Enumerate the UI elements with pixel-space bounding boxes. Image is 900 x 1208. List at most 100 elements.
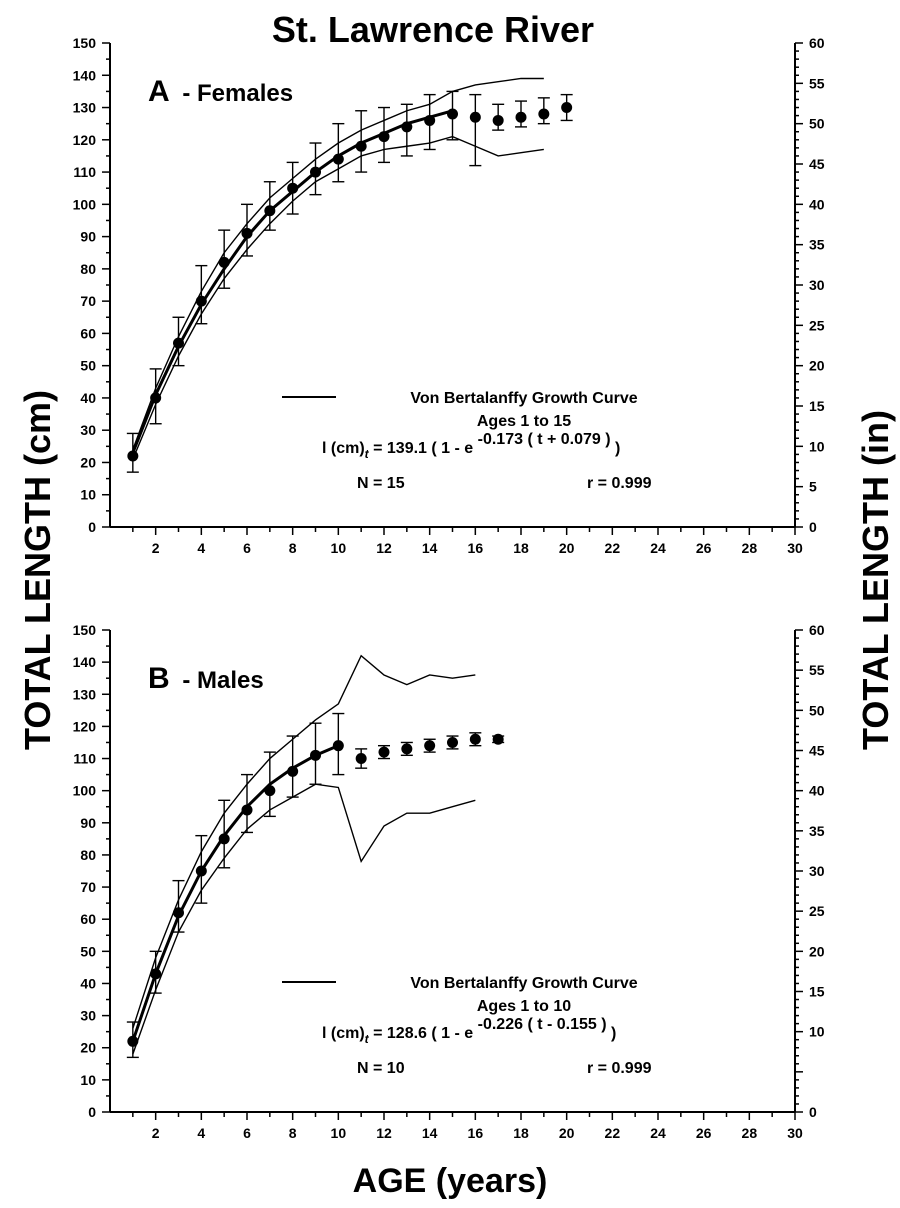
x-tick-label: 8 xyxy=(289,1125,297,1141)
y-tick-label-right: 0 xyxy=(809,1104,817,1120)
data-point xyxy=(264,205,276,217)
panel-name: - Females xyxy=(176,80,293,107)
y-tick-label-right: 35 xyxy=(809,237,825,253)
x-tick-label: 26 xyxy=(696,540,712,556)
y-tick-label-right: 20 xyxy=(809,358,825,374)
data-point xyxy=(150,392,162,404)
equation-body: = 128.6 ( 1 - e xyxy=(369,1025,474,1042)
x-tick-label: 28 xyxy=(742,1125,758,1141)
y-tick-label-right: 45 xyxy=(809,743,825,759)
y-tick-label-right: 25 xyxy=(809,903,825,919)
x-tick-label: 2 xyxy=(152,540,160,556)
y-axis-label-right: TOTAL LENGTH (in) xyxy=(855,410,896,750)
y-tick-label-right: 0 xyxy=(809,519,817,535)
y-tick-label-left: 80 xyxy=(80,261,96,277)
equation-body: = 139.1 ( 1 - e xyxy=(369,440,474,457)
y-tick-label-left: 150 xyxy=(73,35,97,51)
x-tick-label: 16 xyxy=(468,540,484,556)
equation-subscript: t xyxy=(365,1032,370,1046)
data-point xyxy=(355,140,367,152)
x-tick-label: 4 xyxy=(197,540,205,556)
y-tick-label-left: 10 xyxy=(80,487,96,503)
data-point xyxy=(378,131,390,143)
data-point xyxy=(241,804,253,816)
data-point xyxy=(150,968,162,980)
y-tick-label-right: 40 xyxy=(809,196,825,212)
y-tick-label-left: 70 xyxy=(80,293,96,309)
y-tick-label-left: 40 xyxy=(80,390,96,406)
data-point xyxy=(332,153,344,165)
legend-entry: Von Bertalanffy Growth Curve xyxy=(410,390,637,407)
y-tick-label-right: 30 xyxy=(809,863,825,879)
y-tick-label-left: 30 xyxy=(80,422,96,438)
data-point xyxy=(355,753,367,765)
data-point xyxy=(424,740,436,752)
y-tick-label-left: 30 xyxy=(80,1008,96,1024)
x-tick-label: 2 xyxy=(152,1125,160,1141)
y-tick-label-right: 40 xyxy=(809,783,825,799)
growth-equation: l (cm)t = 139.1 ( 1 - e -0.173 ( t + 0.0… xyxy=(322,431,620,461)
y-axis-label-left: TOTAL LENGTH (cm) xyxy=(17,390,58,750)
data-point xyxy=(492,733,504,745)
x-tick-label: 28 xyxy=(742,540,758,556)
data-point xyxy=(218,833,230,845)
y-tick-label-right: 10 xyxy=(809,1024,825,1040)
y-tick-label-left: 110 xyxy=(73,164,96,180)
y-tick-label-right: 55 xyxy=(809,662,825,678)
lower-bound-curve xyxy=(132,135,544,460)
x-tick-label: 22 xyxy=(605,1125,621,1141)
y-tick-label-left: 80 xyxy=(80,847,96,863)
x-tick-label: 10 xyxy=(331,540,347,556)
x-tick-label: 18 xyxy=(513,540,529,556)
y-tick-label-left: 140 xyxy=(73,654,97,670)
y-tick-label-right: 15 xyxy=(809,398,825,414)
data-point xyxy=(127,1035,139,1047)
x-tick-label: 6 xyxy=(243,540,251,556)
y-tick-label-right: 5 xyxy=(809,479,817,495)
panel-label: B - Males xyxy=(148,662,264,695)
data-point xyxy=(447,736,458,748)
y-tick-label-left: 50 xyxy=(80,358,96,374)
data-point xyxy=(378,746,390,758)
legend-ages: Ages 1 to 10 xyxy=(477,998,571,1015)
data-point xyxy=(173,907,184,919)
correlation: r = 0.999 xyxy=(587,475,652,492)
data-point xyxy=(264,785,276,797)
equation-close: ) xyxy=(611,440,621,457)
data-point xyxy=(195,865,207,877)
y-tick-label-left: 120 xyxy=(73,132,97,148)
x-tick-label: 20 xyxy=(559,1125,575,1141)
y-tick-label-left: 50 xyxy=(80,943,96,959)
data-point xyxy=(424,114,436,126)
y-tick-label-left: 40 xyxy=(80,975,96,991)
x-tick-label: 14 xyxy=(422,1125,438,1141)
y-tick-label-left: 130 xyxy=(73,100,97,116)
y-tick-label-left: 150 xyxy=(73,622,97,638)
legend-ages: Ages 1 to 15 xyxy=(477,413,571,430)
equation-exponent: -0.226 ( t - 0.155 ) xyxy=(473,1016,606,1033)
y-tick-label-right: 35 xyxy=(809,823,825,839)
lower-bound-curve xyxy=(132,783,476,1055)
data-point xyxy=(469,733,481,745)
y-tick-label-left: 10 xyxy=(80,1072,96,1088)
growth-equation: l (cm)t = 128.6 ( 1 - e -0.226 ( t - 0.1… xyxy=(322,1016,616,1046)
growth-curve xyxy=(131,744,339,1042)
data-point xyxy=(538,108,550,120)
y-tick-label-left: 20 xyxy=(80,1040,96,1056)
y-tick-label-right: 30 xyxy=(809,277,825,293)
y-tick-label-left: 90 xyxy=(80,229,96,245)
data-point xyxy=(310,749,321,761)
x-tick-label: 26 xyxy=(696,1125,712,1141)
x-tick-label: 16 xyxy=(468,1125,484,1141)
y-tick-label-left: 60 xyxy=(80,911,96,927)
equation-lhs: l (cm) xyxy=(322,440,365,457)
x-tick-label: 4 xyxy=(197,1125,205,1141)
x-tick-label: 14 xyxy=(422,540,438,556)
y-tick-label-left: 70 xyxy=(80,879,96,895)
y-tick-label-left: 0 xyxy=(88,1104,96,1120)
x-tick-label: 22 xyxy=(605,540,621,556)
y-tick-label-left: 140 xyxy=(73,67,97,83)
y-tick-label-right: 55 xyxy=(809,75,825,91)
data-point xyxy=(287,765,299,777)
